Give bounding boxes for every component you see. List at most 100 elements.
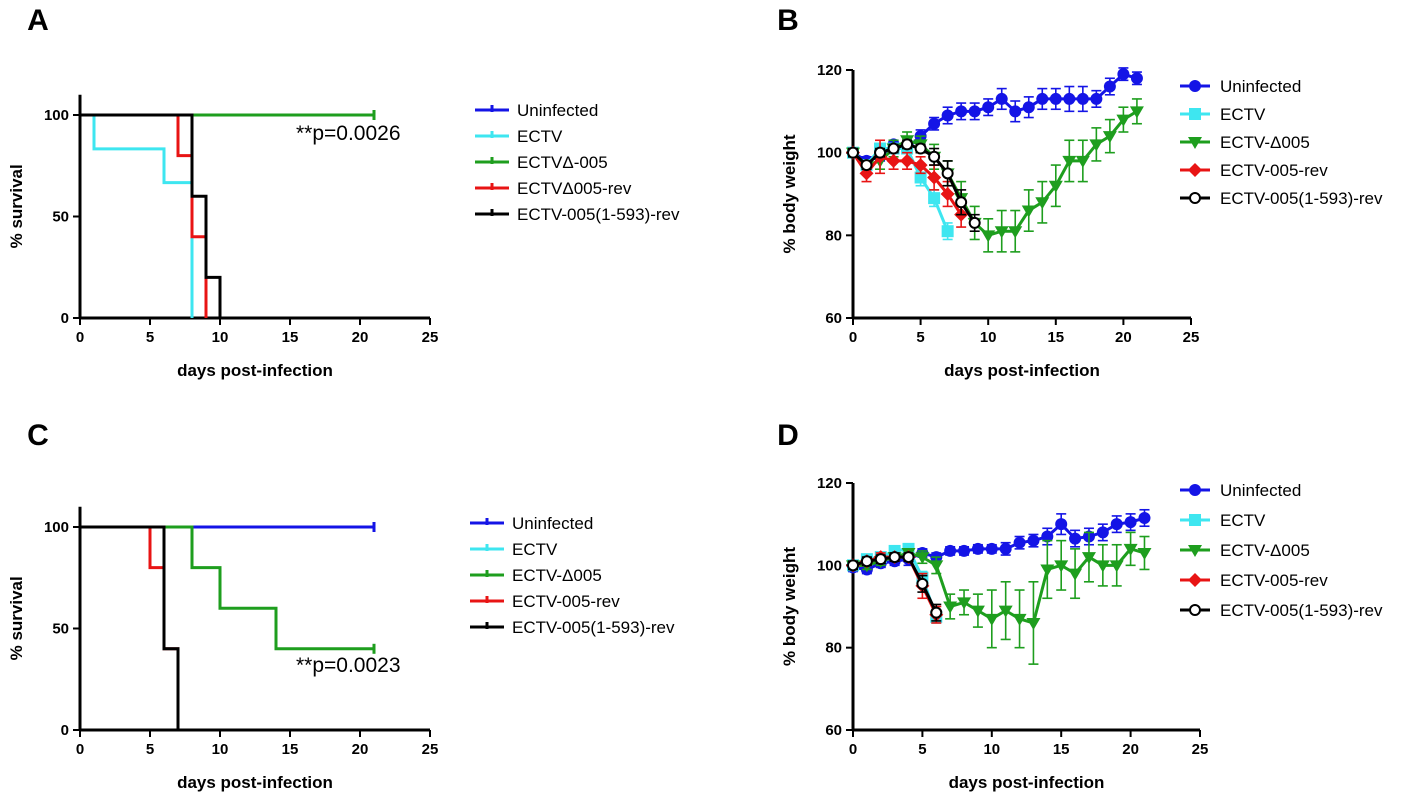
data-point bbox=[943, 601, 958, 614]
data-point bbox=[1054, 560, 1069, 573]
data-point bbox=[940, 187, 955, 201]
data-point bbox=[914, 171, 927, 184]
legend-item: ECTV bbox=[1180, 105, 1266, 124]
panel-letter: D bbox=[777, 419, 799, 452]
legend-item: ECTV-Δ005 bbox=[470, 566, 602, 585]
legend-item: Uninfected bbox=[1180, 77, 1301, 96]
x-tick-label: 5 bbox=[146, 329, 154, 346]
legend-label: ECTV-005(1-593)-rev bbox=[512, 618, 675, 637]
legend-item: ECTV bbox=[475, 127, 563, 146]
data-point bbox=[874, 146, 887, 159]
data-point bbox=[1117, 68, 1130, 81]
data-point bbox=[913, 158, 928, 173]
data-point bbox=[1076, 92, 1089, 105]
data-point bbox=[928, 192, 941, 205]
y-tick-label: 80 bbox=[825, 640, 842, 657]
y-axis-title: % survival bbox=[7, 164, 26, 248]
x-tick-label: 25 bbox=[422, 741, 439, 758]
x-tick-label: 15 bbox=[1053, 741, 1070, 758]
data-point bbox=[888, 551, 901, 564]
survival-step-line bbox=[80, 525, 374, 651]
data-point bbox=[971, 542, 984, 555]
legend-item: Uninfected bbox=[1180, 481, 1301, 500]
data-point bbox=[1048, 180, 1063, 193]
y-tick-label: 80 bbox=[825, 227, 842, 244]
data-point bbox=[916, 577, 929, 590]
series-ectv bbox=[80, 113, 194, 318]
series-line bbox=[851, 142, 976, 224]
p-value-annotation: **p=0.0023 bbox=[296, 654, 401, 677]
series-delta005 bbox=[846, 531, 1152, 665]
data-point bbox=[1129, 106, 1144, 119]
data-point bbox=[1008, 226, 1023, 239]
legend-label: ECTV-005(1-593)-rev bbox=[1220, 601, 1383, 620]
x-tick-label: 25 bbox=[1183, 329, 1200, 346]
series-delta005 bbox=[80, 525, 376, 654]
data-point bbox=[929, 560, 944, 573]
legend-marker bbox=[1189, 514, 1201, 526]
data-point bbox=[941, 225, 954, 238]
data-point bbox=[984, 613, 999, 626]
y-axis-title: % body weight bbox=[780, 134, 799, 253]
data-point bbox=[928, 150, 941, 163]
y-tick-label: 100 bbox=[817, 557, 842, 574]
panel-a: A 0 5 10 15 20 25 0 50 100 days post-infection % su… bbox=[7, 4, 680, 380]
data-point bbox=[1116, 114, 1131, 127]
data-point bbox=[1089, 139, 1104, 152]
data-point bbox=[968, 216, 981, 229]
panel-b: B 0 5 10 15 20 25 60 80 100 120 days post-infection… bbox=[777, 4, 1383, 380]
legend-label: ECTV bbox=[1220, 511, 1266, 530]
legend-item: ECTV-005(1-593)-rev bbox=[475, 205, 680, 224]
x-tick-label: 25 bbox=[422, 329, 439, 346]
legend-marker bbox=[1189, 80, 1201, 92]
x-tick-label: 25 bbox=[1192, 741, 1209, 758]
legend-marker bbox=[1188, 137, 1202, 149]
x-tick-label: 20 bbox=[352, 741, 369, 758]
data-point bbox=[1026, 617, 1041, 630]
y-tick-label: 120 bbox=[817, 62, 842, 79]
y-tick-label: 60 bbox=[825, 310, 842, 327]
legend-label: ECTVΔ-005 bbox=[517, 153, 608, 172]
legend-label: Uninfected bbox=[1220, 77, 1301, 96]
legend-item: ECTV bbox=[1180, 511, 1266, 530]
y-tick-label: 50 bbox=[52, 621, 69, 638]
data-point bbox=[860, 555, 873, 568]
x-tick-label: 15 bbox=[282, 329, 299, 346]
data-point bbox=[998, 605, 1013, 618]
data-point bbox=[1096, 526, 1109, 539]
legend-marker bbox=[1188, 545, 1202, 557]
data-point bbox=[886, 153, 901, 168]
legend-marker bbox=[1188, 163, 1202, 177]
y-tick-label: 100 bbox=[44, 519, 69, 536]
data-point bbox=[902, 551, 915, 564]
x-tick-label: 10 bbox=[983, 741, 1000, 758]
data-point bbox=[1036, 92, 1049, 105]
data-point bbox=[944, 544, 957, 557]
legend-label: ECTVΔ005-rev bbox=[517, 179, 632, 198]
data-point bbox=[887, 142, 900, 155]
legend-item: ECTVΔ005-rev bbox=[475, 179, 632, 198]
legend-label: ECTV bbox=[512, 540, 558, 559]
data-point bbox=[927, 170, 942, 185]
x-tick-label: 0 bbox=[76, 329, 84, 346]
legend-label: ECTV-005(1-593)-rev bbox=[517, 205, 680, 224]
data-point bbox=[970, 605, 985, 618]
survival-step-line bbox=[80, 113, 194, 318]
x-tick-label: 15 bbox=[282, 741, 299, 758]
x-tick-label: 5 bbox=[916, 329, 924, 346]
series-line bbox=[851, 110, 1138, 238]
series-rev593 bbox=[80, 525, 180, 730]
data-point bbox=[1123, 543, 1138, 556]
panel-letter: A bbox=[27, 4, 49, 37]
data-point bbox=[1069, 532, 1082, 545]
panel-letter: C bbox=[27, 419, 49, 452]
x-tick-label: 10 bbox=[980, 329, 997, 346]
data-point bbox=[1041, 530, 1054, 543]
data-point bbox=[999, 542, 1012, 555]
data-point bbox=[941, 109, 954, 122]
data-point bbox=[1027, 534, 1040, 547]
legend-item: ECTV-Δ005 bbox=[1180, 541, 1310, 560]
x-tick-label: 20 bbox=[1115, 329, 1132, 346]
data-point bbox=[941, 167, 954, 180]
data-point bbox=[860, 159, 873, 172]
